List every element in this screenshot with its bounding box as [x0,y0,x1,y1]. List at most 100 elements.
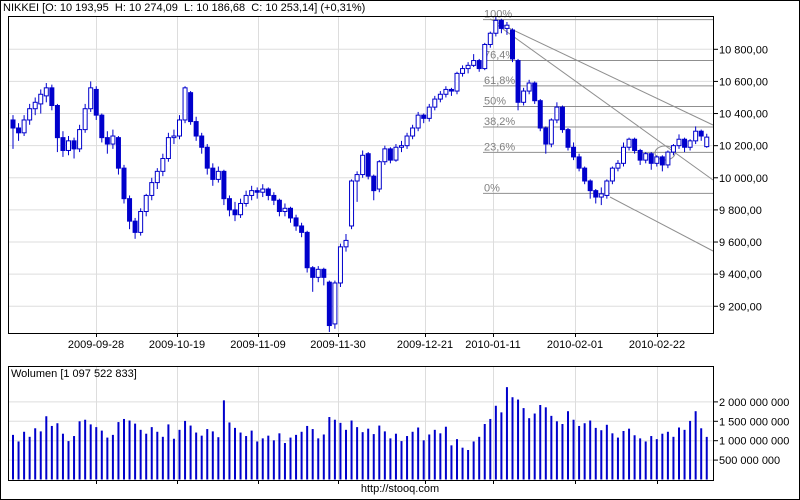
volume-bar [45,416,48,480]
volume-bar [239,432,242,480]
candle-body [426,106,432,119]
candle-body [665,151,671,166]
candle-body [576,156,582,169]
volume-bar [661,433,664,480]
candle-body [93,88,99,116]
price-axis-label: 10 000,00 [719,173,768,185]
candle-body [693,130,699,142]
candle-body [210,167,216,180]
volume-bar [683,429,686,480]
candle-body [232,209,238,216]
fib-level-label: 61,8% [484,75,515,87]
volume-bar [50,425,53,480]
candle-body [465,64,471,70]
volume-bar [428,434,431,480]
candle-body [632,138,638,151]
candle-body [10,119,16,129]
volume-bar [111,434,114,480]
candle-body [510,29,515,60]
volume-bar [483,424,486,480]
volume-bar [167,424,170,480]
candle-body [315,268,321,278]
fib-level-label: 0% [484,182,500,194]
volume-bar [195,432,198,480]
volume-pane-border [8,366,714,481]
volume-bar [550,415,553,480]
volume-bar [616,437,619,480]
volume-bar [34,428,37,480]
candle-body [265,188,271,196]
volume-bar [128,420,131,480]
candle-body [365,153,371,177]
volume-bar [422,440,425,480]
volume-bar [95,427,98,480]
candle-body [609,167,615,182]
candle-body [593,190,599,198]
candle-body [310,267,316,278]
candle-body [110,135,116,145]
volume-bar [561,424,564,480]
candle-body [682,138,688,148]
candle-body [410,127,416,137]
volume-bar [456,439,458,480]
candle-body [349,180,355,227]
volume-bar [589,420,592,480]
candle-body [16,127,22,134]
candle-body [71,140,77,150]
candle-body [238,202,244,216]
candle-body [521,90,527,103]
candle-body [571,146,577,158]
volume-bar [73,436,76,480]
volume-bar [361,432,364,480]
volume-bar [156,431,159,480]
volume-bar [117,422,120,480]
volume-bar [339,422,342,480]
volume-bar [295,434,298,480]
volume-bar [572,419,575,480]
volume-bar [78,421,81,480]
volume-bar [56,423,59,480]
candle-body [221,170,227,200]
volume-bar [322,434,325,480]
volume-bar [23,431,26,480]
volume-bar [633,435,636,480]
candle-body [321,268,327,278]
volume-bar [700,428,703,480]
candle-body [654,156,660,164]
volume-bar [245,436,248,480]
candle-body [443,88,449,95]
candle-body [182,87,188,121]
candle-body [626,138,632,148]
volume-bar [172,438,175,480]
price-axis-label: 9 400,00 [719,269,762,281]
volume-bar [234,427,236,480]
candle-body [99,114,105,139]
volume-bar [289,437,292,480]
candle-body [643,153,649,161]
candle-body [504,24,510,29]
volume-axis-label: 500 000 000 [719,455,780,467]
candle-body [304,231,310,269]
x-axis-label: 2009-12-21 [397,339,453,351]
volume-bar [333,419,336,480]
candle-body [32,101,38,110]
candle-body [249,190,255,196]
candle-body [177,119,182,137]
candle-body [371,175,377,192]
candle-body [487,32,493,45]
volume-bar [511,397,514,480]
candle-body [288,207,293,219]
x-axis-label: 2009-11-30 [310,339,365,351]
candle-body [66,140,71,151]
volume-bar [89,424,92,480]
candle-body [332,282,338,325]
chart-title: NIKKEI [O: 10 193,95 H: 10 274,09 L: 10 … [3,2,366,14]
volume-bar [211,431,214,480]
candle-body [38,93,44,105]
candle-body [399,145,404,148]
candle-body [204,146,210,169]
volume-bar [583,423,586,480]
